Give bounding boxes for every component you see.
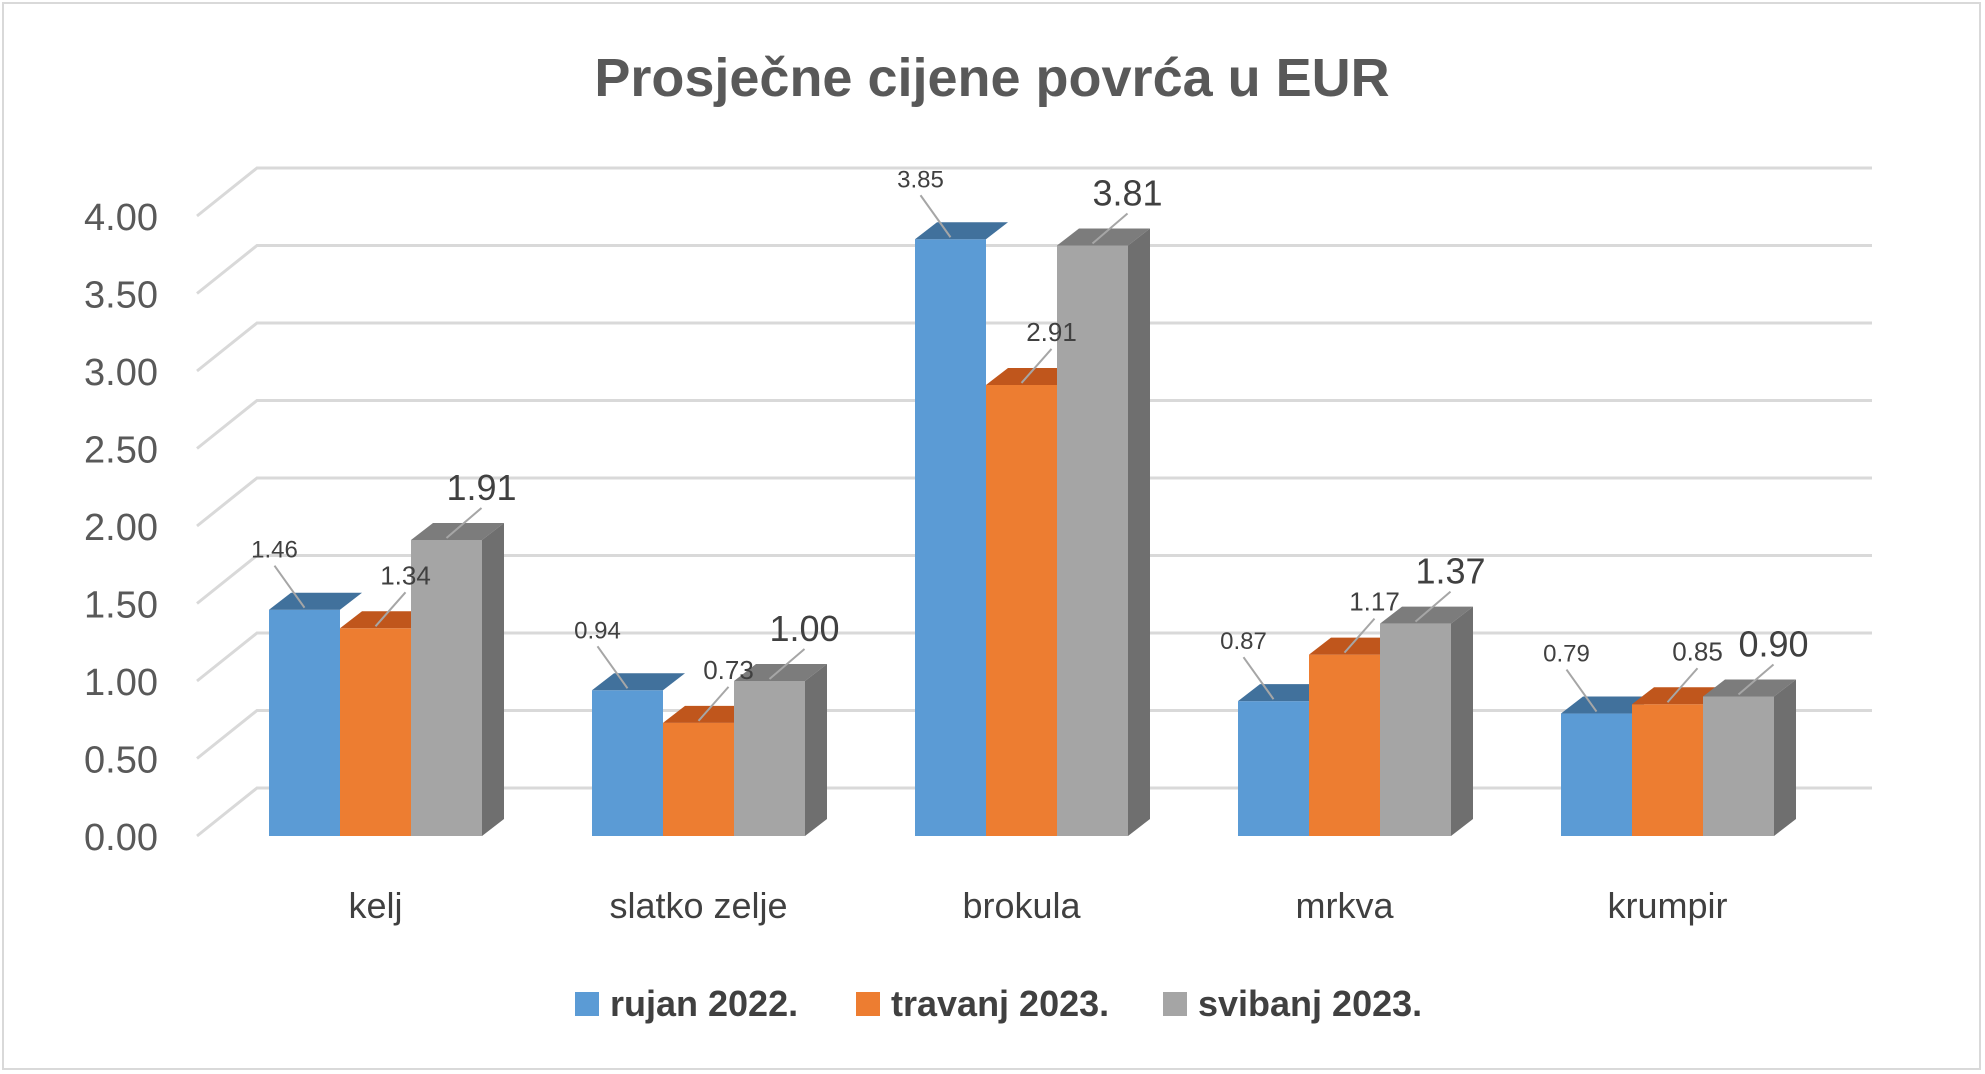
data-labels: 1.46 1.34 1.91 0.94 0.73 1.00 3.85 2.91 3.81 0.87… <box>251 166 1809 722</box>
bar-top <box>1057 228 1150 246</box>
bar <box>663 722 734 836</box>
legend-label: rujan 2022. <box>610 983 798 1024</box>
gridline <box>196 631 1872 683</box>
y-tick-label: 0.00 <box>84 817 158 859</box>
bar <box>915 239 986 836</box>
gridline <box>196 399 1872 450</box>
data-label: 0.73 <box>703 655 754 685</box>
bar-top <box>411 522 504 540</box>
bar-top <box>1703 679 1796 697</box>
bar-top <box>663 705 756 723</box>
data-label: 0.90 <box>1738 624 1808 665</box>
data-label-leader <box>1737 663 1775 696</box>
y-tick-label: 3.00 <box>84 352 158 394</box>
bar-top <box>340 611 433 629</box>
data-label: 0.94 <box>574 617 621 644</box>
data-label: 3.81 <box>1092 172 1162 213</box>
category-label: brokula <box>962 885 1081 926</box>
category-label: mrkva <box>1296 885 1395 926</box>
bar-side <box>1451 606 1473 836</box>
y-tick-label: 3.50 <box>84 275 158 317</box>
bar <box>986 384 1057 836</box>
data-label: 3.85 <box>897 166 944 193</box>
chart-title: Prosječne cijene povrća u EUR <box>594 48 1389 108</box>
bar <box>1380 623 1451 836</box>
bar <box>411 539 482 836</box>
legend-label: svibanj 2023. <box>1198 983 1422 1024</box>
bar <box>1309 654 1380 836</box>
data-label-leader <box>1091 212 1129 245</box>
data-label: 1.37 <box>1415 551 1485 592</box>
data-label-leader <box>445 507 483 539</box>
bar-top <box>1632 687 1725 705</box>
bar-top <box>915 222 1008 240</box>
category-label: kelj <box>348 885 402 926</box>
bar <box>1561 713 1632 836</box>
y-tick-label: 0.50 <box>84 740 158 782</box>
bar <box>1238 701 1309 836</box>
bar <box>1057 245 1128 836</box>
bar-top <box>1309 637 1402 655</box>
bar-top <box>269 592 362 610</box>
bar-top <box>986 367 1079 385</box>
bar <box>1703 696 1774 836</box>
gridline <box>196 244 1872 295</box>
bar <box>734 681 805 836</box>
bar <box>1632 704 1703 836</box>
data-label-leader <box>374 591 407 627</box>
legend: rujan 2022. travanj 2023. svibanj 2023. <box>575 983 1422 1024</box>
category-label: slatko zelje <box>609 885 787 926</box>
category-label: krumpir <box>1607 885 1727 926</box>
data-label: 0.85 <box>1672 636 1723 666</box>
bar-top <box>1380 606 1473 624</box>
y-tick-label: 1.00 <box>84 662 158 704</box>
data-label-leader <box>919 194 952 238</box>
bar <box>340 628 411 836</box>
data-label: 1.34 <box>380 560 431 590</box>
data-label-leader <box>1020 348 1053 384</box>
gridline <box>196 476 1872 528</box>
legend-label: travanj 2023. <box>891 983 1109 1024</box>
gridline <box>196 554 1872 605</box>
data-label-leader <box>1565 668 1598 713</box>
legend-swatch <box>856 992 880 1016</box>
data-label: 0.87 <box>1220 628 1267 655</box>
data-label-leader <box>1666 667 1699 703</box>
data-label-leader <box>596 645 629 689</box>
data-label-leader <box>273 565 306 609</box>
x-axis-categories: kelj slatko zelje brokula mrkva krumpir <box>348 885 1727 926</box>
bar-top <box>592 673 685 691</box>
data-label: 1.91 <box>446 467 516 508</box>
bar-side <box>482 522 504 836</box>
legend-swatch <box>575 992 599 1016</box>
gridline <box>196 166 1872 218</box>
bar-side <box>805 664 827 836</box>
bar-top <box>1238 684 1331 702</box>
data-label: 0.79 <box>1543 641 1590 668</box>
data-label-leader <box>697 686 730 722</box>
data-label-leader <box>1414 590 1452 623</box>
gridline <box>196 321 1872 373</box>
bar-top <box>1561 696 1654 714</box>
bars <box>269 222 1796 836</box>
bar-top <box>734 664 827 681</box>
y-tick-label: 2.00 <box>84 507 158 549</box>
bar <box>269 609 340 836</box>
y-tick-label: 4.00 <box>84 197 158 239</box>
y-axis-ticks: 0.00 0.50 1.00 1.50 2.00 2.50 3.00 3.50 4.00 <box>84 197 158 859</box>
bar <box>592 690 663 836</box>
data-label-leader <box>1343 617 1376 654</box>
legend-swatch <box>1163 992 1187 1016</box>
bar-side <box>1774 679 1796 836</box>
data-label: 2.91 <box>1026 317 1077 347</box>
data-label: 1.17 <box>1349 587 1400 617</box>
bar-side <box>1128 228 1150 836</box>
data-label: 1.46 <box>251 537 298 564</box>
data-label-leader <box>768 648 806 680</box>
data-label: 1.00 <box>769 608 839 649</box>
y-tick-label: 2.50 <box>84 430 158 472</box>
y-tick-label: 1.50 <box>84 585 158 627</box>
data-label-leader <box>1242 656 1275 700</box>
